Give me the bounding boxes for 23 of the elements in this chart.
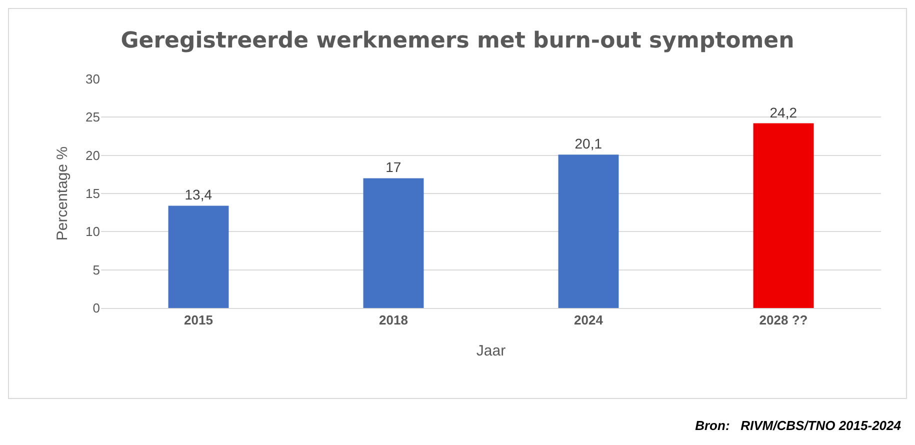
x-tick-label: 2015	[184, 312, 213, 328]
x-axis-title: Jaar	[476, 342, 506, 360]
x-tick-label: 2024	[574, 312, 604, 328]
chart-title: Geregistreerde werknemers met burn-out symptomen	[120, 28, 794, 54]
bar	[558, 154, 619, 308]
y-tick-label: 30	[86, 72, 100, 87]
y-tick-label: 10	[86, 224, 100, 240]
y-tick-label: 20	[86, 148, 100, 163]
y-tick-label: 15	[86, 186, 100, 202]
bar	[168, 206, 229, 308]
x-tick-label: 2028 ??	[759, 312, 808, 328]
y-tick-label: 5	[92, 262, 100, 278]
x-tick-label: 2018	[379, 312, 408, 328]
text: Bron: RIVM/CBS/TNO 2015-2024	[695, 418, 901, 433]
data-label: 17	[386, 159, 402, 176]
data-label: 24,2	[770, 104, 798, 120]
bar	[363, 178, 424, 308]
data-label: 20,1	[574, 136, 602, 152]
data-label: 13,4	[184, 186, 212, 203]
bar	[753, 123, 814, 308]
y-tick-label: 0	[92, 300, 100, 316]
y-axis-title: Percentage %	[54, 146, 71, 241]
y-tick-label: 25	[86, 110, 100, 125]
